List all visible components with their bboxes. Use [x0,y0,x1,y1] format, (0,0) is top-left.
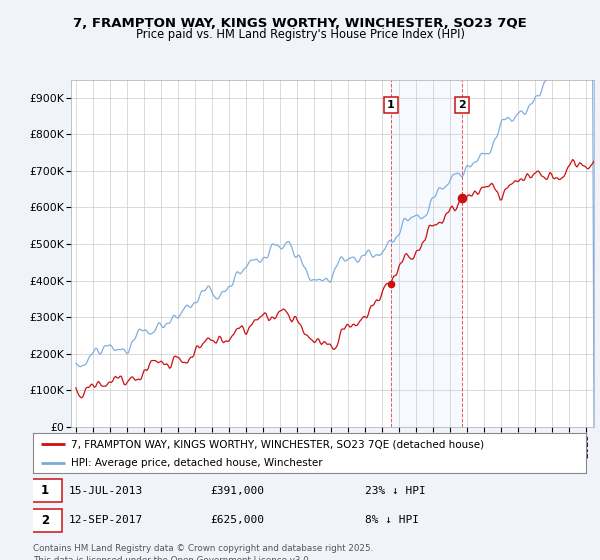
Text: 1: 1 [387,100,395,110]
Text: Price paid vs. HM Land Registry's House Price Index (HPI): Price paid vs. HM Land Registry's House … [136,28,464,41]
Text: HPI: Average price, detached house, Winchester: HPI: Average price, detached house, Winc… [71,458,322,468]
Bar [391,80,461,427]
Text: 8% ↓ HPI: 8% ↓ HPI [365,515,419,525]
Text: 7, FRAMPTON WAY, KINGS WORTHY, WINCHESTER, SO23 7QE (detached house): 7, FRAMPTON WAY, KINGS WORTHY, WINCHESTE… [71,439,484,449]
Text: 7, FRAMPTON WAY, KINGS WORTHY, WINCHESTER, SO23 7QE: 7, FRAMPTON WAY, KINGS WORTHY, WINCHESTE… [73,17,527,30]
Text: 1: 1 [41,484,49,497]
Text: 15-JUL-2013: 15-JUL-2013 [69,486,143,496]
Text: 2: 2 [41,514,49,527]
FancyBboxPatch shape [28,479,62,502]
Text: £625,000: £625,000 [210,515,264,525]
Text: 23% ↓ HPI: 23% ↓ HPI [365,486,425,496]
FancyBboxPatch shape [28,508,62,532]
Text: £391,000: £391,000 [210,486,264,496]
Text: Contains HM Land Registry data © Crown copyright and database right 2025.
This d: Contains HM Land Registry data © Crown c… [33,544,373,560]
Text: 2: 2 [458,100,466,110]
Text: 12-SEP-2017: 12-SEP-2017 [69,515,143,525]
